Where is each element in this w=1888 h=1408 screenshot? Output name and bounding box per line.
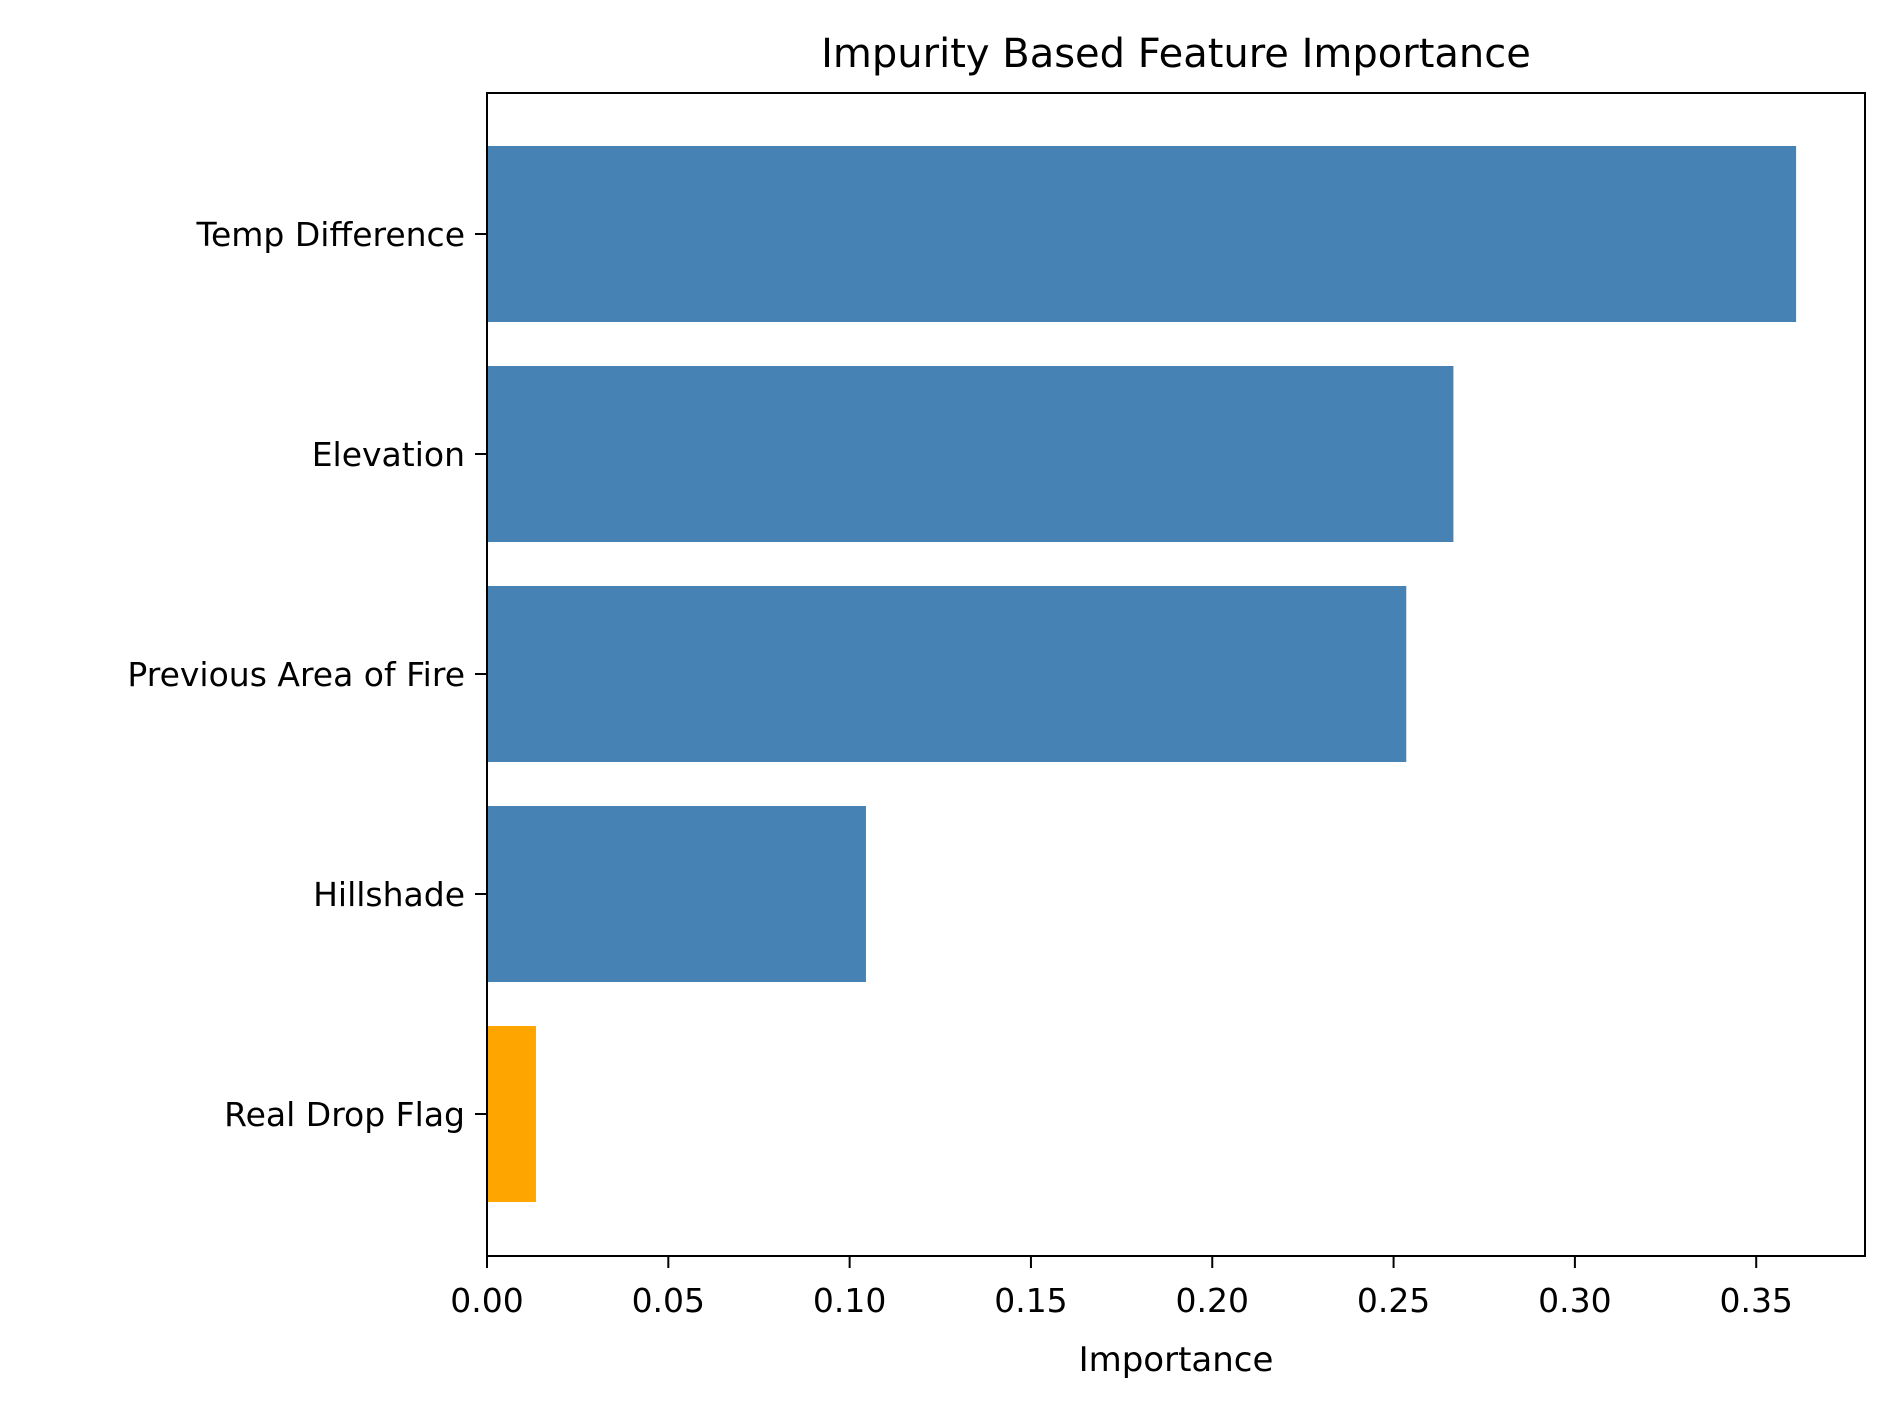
bar-previous-area-of-fire bbox=[487, 586, 1407, 762]
bar-elevation bbox=[487, 366, 1454, 542]
x-tick-label: 0.20 bbox=[1176, 1281, 1249, 1320]
x-axis-label: Importance bbox=[1079, 1340, 1274, 1380]
x-tick-label: 0.30 bbox=[1538, 1281, 1611, 1320]
bar-temp-difference bbox=[487, 146, 1797, 322]
bar-hillshade bbox=[487, 806, 866, 982]
y-tick-label: Previous Area of Fire bbox=[127, 655, 465, 694]
y-axis-ticks: Temp Difference Elevation Previous Area of… bbox=[127, 215, 487, 1134]
y-tick-label: Hillshade bbox=[313, 875, 465, 914]
x-tick-label: 0.15 bbox=[994, 1281, 1067, 1320]
y-tick-label: Elevation bbox=[312, 435, 465, 474]
y-tick-label: Real Drop Flag bbox=[224, 1095, 465, 1134]
x-tick-label: 0.05 bbox=[632, 1281, 705, 1320]
y-tick-label: Temp Difference bbox=[195, 215, 465, 254]
bar-real-drop-flag bbox=[487, 1026, 536, 1202]
x-tick-label: 0.10 bbox=[813, 1281, 886, 1320]
x-axis-ticks: 0.00 0.05 0.10 0.15 0.20 0.25 0.30 0.35 bbox=[450, 1256, 1793, 1320]
x-tick-label: 0.25 bbox=[1357, 1281, 1430, 1320]
plot-frame bbox=[486, 92, 1866, 1257]
x-tick-label: 0.00 bbox=[450, 1281, 523, 1320]
x-tick-label: 0.35 bbox=[1719, 1281, 1792, 1320]
chart-title: Impurity Based Feature Importance bbox=[821, 31, 1531, 77]
bars-group bbox=[487, 146, 1797, 1202]
